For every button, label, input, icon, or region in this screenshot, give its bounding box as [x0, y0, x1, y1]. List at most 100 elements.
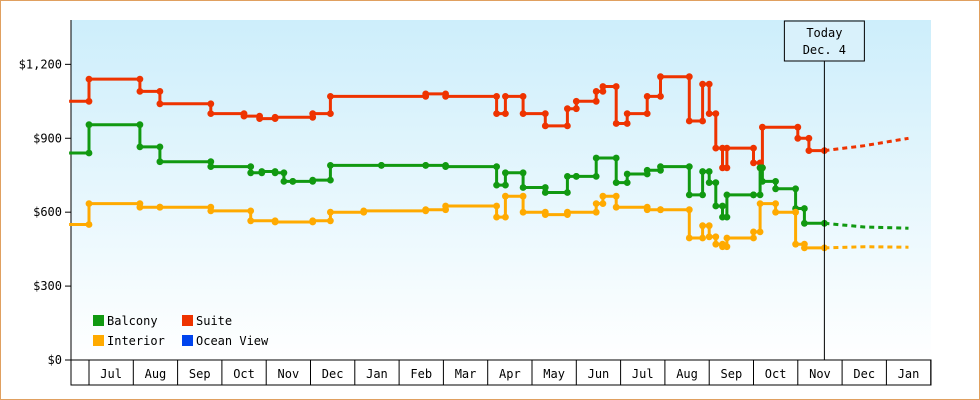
data-point: [759, 123, 766, 131]
data-point: [685, 191, 693, 199]
data-point: [247, 163, 255, 171]
data-point: [519, 192, 527, 200]
month-label: Aug: [676, 367, 698, 381]
data-point: [502, 192, 509, 200]
data-point: [657, 73, 664, 81]
data-point: [750, 191, 757, 199]
data-point: [759, 178, 766, 185]
data-point: [258, 168, 266, 175]
legend-swatch: [182, 315, 193, 326]
data-point: [207, 110, 215, 117]
data-point: [792, 185, 799, 193]
data-point: [271, 169, 279, 177]
data-point: [572, 173, 580, 180]
data-point: [612, 83, 620, 90]
data-point: [723, 213, 731, 221]
data-point: [572, 105, 580, 113]
data-point: [519, 110, 527, 117]
data-point: [756, 191, 764, 199]
data-point: [572, 97, 580, 105]
data-point: [85, 221, 93, 228]
x-axis-band: [70, 359, 932, 386]
data-point: [699, 168, 706, 175]
data-point: [685, 73, 693, 81]
data-point: [750, 144, 757, 152]
data-point: [685, 206, 693, 214]
data-point: [502, 93, 509, 100]
data-point: [519, 169, 527, 177]
data-point: [519, 184, 527, 191]
plot-background: [71, 20, 931, 360]
data-point: [85, 75, 93, 83]
data-point: [772, 200, 779, 208]
data-point: [756, 228, 764, 236]
data-point: [592, 173, 600, 180]
data-point: [705, 222, 713, 230]
data-point: [612, 192, 620, 200]
data-point: [599, 192, 607, 200]
data-point: [327, 176, 334, 184]
legend-label: Balcony: [107, 314, 158, 328]
data-point: [519, 208, 527, 216]
data-point: [442, 202, 449, 210]
data-point: [442, 163, 449, 171]
data-point: [705, 110, 713, 117]
data-point: [772, 208, 779, 216]
month-label: Mar: [455, 367, 477, 381]
data-point: [541, 122, 549, 130]
data-point: [750, 228, 757, 236]
data-point: [502, 110, 509, 117]
data-point: [699, 80, 706, 88]
data-point: [327, 93, 334, 100]
data-point: [712, 110, 720, 117]
data-point: [723, 144, 731, 152]
month-label: Sep: [721, 367, 743, 381]
legend-swatch: [93, 335, 104, 346]
data-point: [156, 158, 164, 166]
data-point: [502, 169, 509, 177]
data-point: [327, 208, 334, 216]
data-point: [801, 205, 808, 212]
series-interior: [69, 192, 909, 252]
data-point: [422, 90, 430, 98]
data-point: [772, 185, 779, 193]
data-point: [699, 234, 706, 242]
month-label: Apr: [499, 367, 521, 381]
data-point: [712, 179, 720, 187]
data-point: [422, 162, 430, 169]
month-label: Jun: [588, 367, 610, 381]
data-point: [240, 112, 248, 120]
month-label: Aug: [145, 367, 167, 381]
data-point: [442, 93, 449, 100]
data-point: [541, 211, 549, 219]
data-point: [156, 88, 164, 95]
month-label: Sep: [189, 367, 211, 381]
y-tick-label: $600: [33, 205, 62, 219]
data-point: [309, 110, 317, 117]
data-point: [592, 208, 600, 216]
data-point: [327, 110, 334, 117]
data-point: [519, 93, 527, 100]
data-point: [657, 93, 664, 100]
forecast-line: [824, 245, 909, 250]
data-point: [805, 147, 813, 155]
data-point: [207, 100, 215, 108]
data-point: [564, 105, 571, 113]
data-point: [685, 163, 693, 171]
data-point: [256, 115, 263, 122]
data-point: [136, 143, 144, 151]
data-point: [564, 208, 571, 216]
data-point: [705, 168, 713, 175]
data-point: [772, 178, 779, 185]
data-point: [422, 206, 430, 214]
data-point: [723, 191, 731, 199]
data-point: [592, 88, 600, 95]
data-point: [247, 169, 255, 177]
data-point: [750, 159, 757, 167]
series-balcony: [69, 121, 909, 230]
data-point: [289, 178, 297, 185]
data-point: [327, 162, 334, 169]
data-point: [643, 110, 651, 117]
data-point: [271, 218, 279, 226]
data-point: [327, 217, 334, 225]
